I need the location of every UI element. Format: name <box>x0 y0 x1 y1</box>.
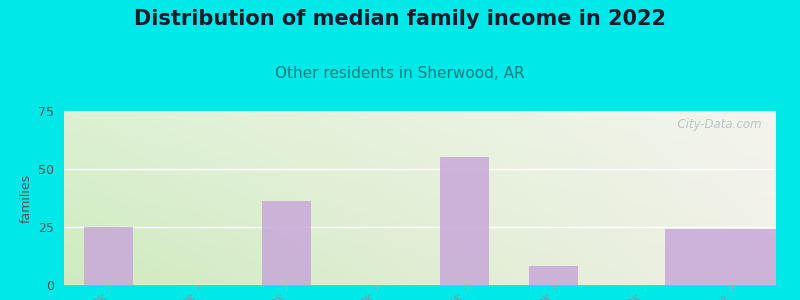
Bar <box>529 266 578 285</box>
Y-axis label: families: families <box>20 173 33 223</box>
Text: Other residents in Sherwood, AR: Other residents in Sherwood, AR <box>275 66 525 81</box>
Bar <box>262 202 311 285</box>
Bar <box>440 158 489 285</box>
Text: Distribution of median family income in 2022: Distribution of median family income in … <box>134 9 666 29</box>
Bar <box>665 229 798 285</box>
Bar <box>84 227 133 285</box>
Text: City-Data.com: City-Data.com <box>670 118 762 131</box>
